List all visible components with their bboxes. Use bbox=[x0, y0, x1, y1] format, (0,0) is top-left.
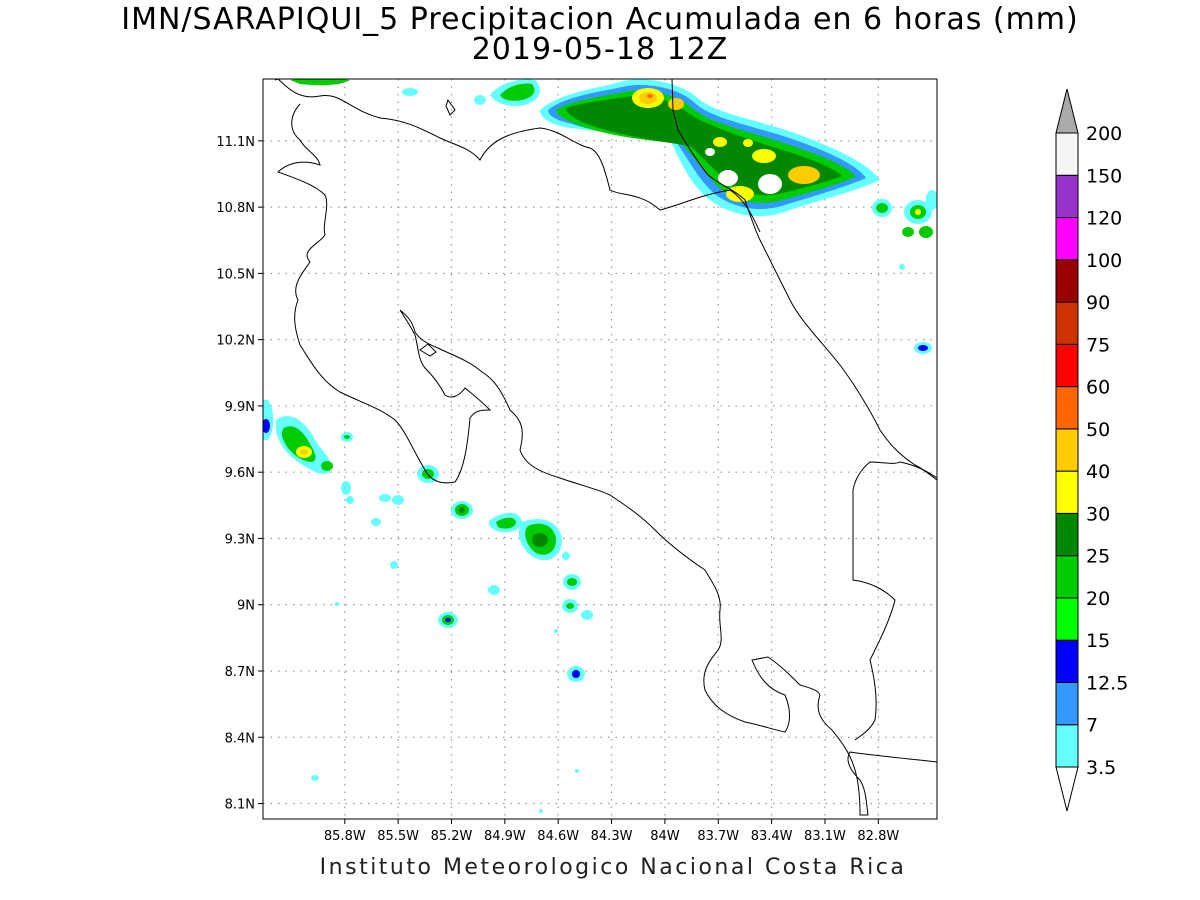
colorbar-max-arrow bbox=[1055, 88, 1079, 134]
colorbar-label: 75 bbox=[1086, 334, 1110, 356]
colorbar-swatch bbox=[1055, 428, 1079, 472]
map-frame bbox=[262, 78, 938, 820]
colorbar: 3.5 7 12.5 15 20 25 30 40 50 60 75 90 100 120 150 200 bbox=[1055, 88, 1128, 812]
colorbar-label: 90 bbox=[1086, 292, 1110, 314]
colorbar-label: 60 bbox=[1086, 377, 1110, 399]
rain-cells-northeast bbox=[872, 190, 937, 354]
x-tick-label: 82.8W bbox=[857, 829, 899, 844]
inland-lake-outline bbox=[419, 343, 437, 357]
colorbar-label: 150 bbox=[1086, 165, 1122, 187]
rain-cells-west bbox=[263, 400, 404, 781]
x-tick-label: 84.3W bbox=[591, 829, 633, 844]
x-tick-label: 84W bbox=[650, 829, 680, 844]
y-tick-label: 9.3N bbox=[225, 532, 255, 547]
colorbar-label: 30 bbox=[1086, 503, 1110, 525]
colorbar-swatch bbox=[1055, 343, 1079, 388]
colorbar-label: 50 bbox=[1086, 419, 1110, 441]
y-tick-label: 10.2N bbox=[216, 334, 255, 349]
colorbar-swatch bbox=[1055, 639, 1079, 683]
y-tick-label: 8.4N bbox=[225, 731, 255, 746]
colorbar-swatch bbox=[1055, 386, 1079, 430]
colorbar-swatch bbox=[1055, 259, 1079, 303]
y-tick-label: 10.8N bbox=[216, 201, 255, 216]
colorbar-swatch bbox=[1055, 174, 1079, 219]
colorbar-label: 7 bbox=[1086, 715, 1098, 737]
x-tick-label: 84.9W bbox=[484, 829, 526, 844]
x-tick-label: 85.8W bbox=[324, 829, 366, 844]
x-tick-label: 83.4W bbox=[751, 829, 793, 844]
rain-cells-central bbox=[417, 465, 593, 813]
colorbar-label: 120 bbox=[1086, 208, 1122, 230]
colorbar-label: 40 bbox=[1086, 461, 1110, 483]
colorbar-swatch bbox=[1055, 217, 1079, 261]
colorbar-label: 3.5 bbox=[1086, 757, 1116, 779]
colorbar-label: 15 bbox=[1086, 630, 1110, 652]
y-tick-label: 8.7N bbox=[225, 665, 255, 680]
y-tick-label: 8.1N bbox=[225, 798, 255, 813]
colorbar-swatch bbox=[1055, 301, 1079, 345]
colorbar-label: 20 bbox=[1086, 588, 1110, 610]
colorbar-label: 12.5 bbox=[1086, 672, 1128, 694]
colorbar-swatch bbox=[1055, 681, 1079, 726]
x-tick-label: 84.6W bbox=[537, 829, 579, 844]
x-tick-label: 85.5W bbox=[377, 829, 419, 844]
y-tick-label: 11.1N bbox=[216, 135, 255, 150]
graticule: 85.8W 85.5W 85.2W 84.9W 84.6W 84.3W 84W 83.7W 83… bbox=[216, 79, 937, 844]
map-date: 2019-05-18 12Z bbox=[471, 32, 729, 67]
colorbar-min-arrow bbox=[1055, 766, 1079, 812]
map-title: IMN/SARAPIQUI_5 Precipitacion Acumulada … bbox=[121, 2, 1079, 37]
rain-band-north bbox=[290, 79, 880, 217]
precipitation-field bbox=[263, 79, 937, 813]
colorbar-label: 200 bbox=[1086, 123, 1122, 145]
colorbar-label: 100 bbox=[1086, 250, 1122, 272]
colorbar-swatch bbox=[1055, 470, 1079, 514]
colorbar-swatch bbox=[1055, 555, 1079, 599]
y-tick-label: 10.5N bbox=[216, 267, 255, 282]
x-tick-label: 83.1W bbox=[804, 829, 846, 844]
colorbar-swatch bbox=[1055, 724, 1079, 768]
footer-credit: Instituto Meteorologico Nacional Costa R… bbox=[319, 855, 907, 880]
y-tick-label: 9.9N bbox=[225, 400, 255, 415]
colorbar-label: 25 bbox=[1086, 546, 1110, 568]
lake-nicaragua-outline bbox=[445, 98, 456, 116]
colorbar-swatch bbox=[1055, 512, 1079, 557]
colorbar-swatch bbox=[1055, 597, 1079, 641]
x-tick-label: 85.2W bbox=[431, 829, 473, 844]
colorbar-swatch bbox=[1055, 132, 1079, 176]
x-tick-label: 83.7W bbox=[697, 829, 739, 844]
country-border-north bbox=[671, 79, 937, 481]
country-border-south bbox=[852, 461, 937, 741]
y-tick-label: 9N bbox=[237, 599, 255, 614]
y-tick-label: 9.6N bbox=[225, 466, 255, 481]
